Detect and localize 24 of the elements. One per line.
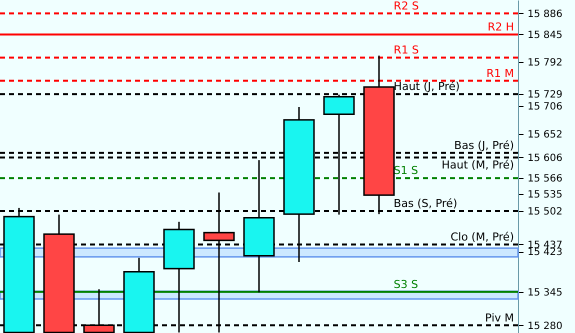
ref-line-label: S3 S [394, 278, 418, 291]
y-tick-label: 15 792 [528, 57, 562, 68]
y-tick-label: 15 652 [528, 129, 562, 140]
ref-line-label: Bas (J, Pré) [454, 138, 514, 152]
y-tick-label: 15 535 [528, 190, 562, 201]
ref-line-label: Haut (M, Pré) [442, 158, 514, 172]
y-tick-label: 15 706 [528, 102, 562, 113]
y-tick-label: 15 729 [528, 90, 562, 101]
ref-line-label: Bas (S, Pré) [394, 197, 458, 210]
ref-line-label: R1 S [394, 44, 419, 57]
ref-line-label: R2 S [394, 0, 419, 12]
y-tick-label: 15 345 [528, 287, 562, 298]
ref-line-label: Clo (M, Pré) [450, 230, 514, 244]
y-tick-label: 15 606 [528, 152, 562, 164]
ref-line-label: Haut (J, Pré) [394, 80, 460, 94]
y-tick-label: 15 845 [528, 30, 562, 41]
y-tick-label: 15 502 [528, 206, 562, 218]
ref-line-label: S1 S [394, 164, 418, 178]
ref-line-label: Piv M [485, 311, 514, 324]
y-tick-label: 15 886 [528, 8, 562, 20]
ref-line-label: R2 H [488, 20, 514, 34]
y-tick-label: 15 280 [528, 320, 562, 332]
y-tick-label: 15 566 [528, 174, 562, 185]
ref-line-label: R1 M [486, 66, 514, 80]
